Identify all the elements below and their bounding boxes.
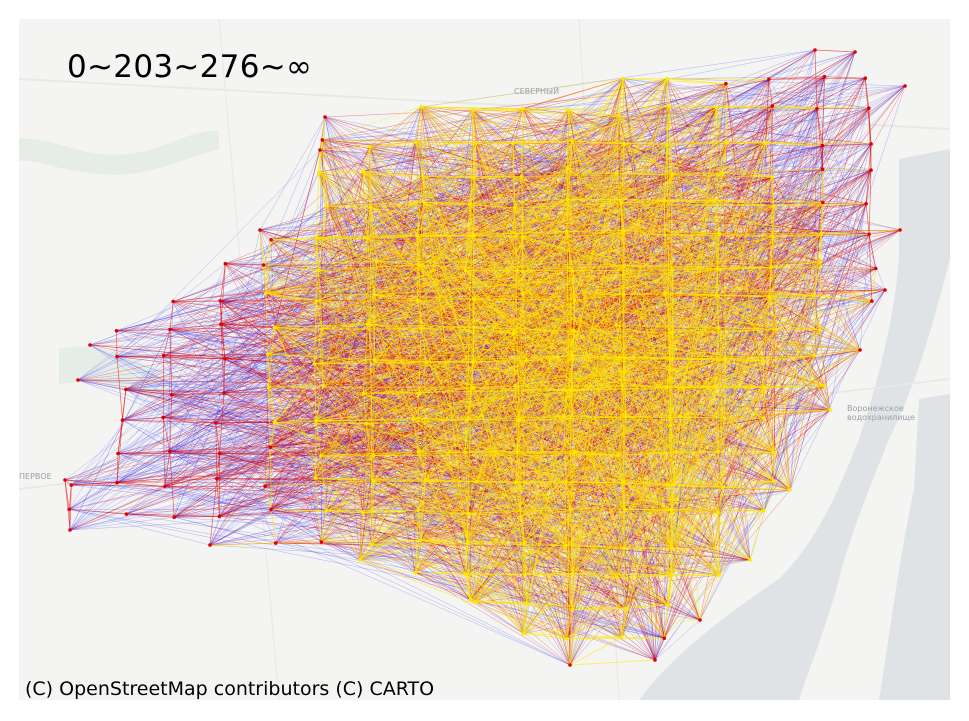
map-label-west: ПЕРВОЕ (19, 472, 52, 481)
flow-lines-high (209, 78, 901, 666)
threshold-legend: 0~203~276~∞ (67, 49, 313, 85)
map-label-north: СЕВЕРНЫЙ (514, 87, 560, 96)
flow-map (19, 19, 950, 700)
map-frame[interactable]: СЕВЕРНЫЙ ПЕРВОЕ Воронежское водохранилищ… (19, 19, 950, 700)
map-label-reservoir: Воронежское водохранилище (847, 404, 915, 422)
zone-nodes (63, 48, 907, 667)
map-attribution: (C) OpenStreetMap contributors (C) CARTO (25, 678, 435, 700)
